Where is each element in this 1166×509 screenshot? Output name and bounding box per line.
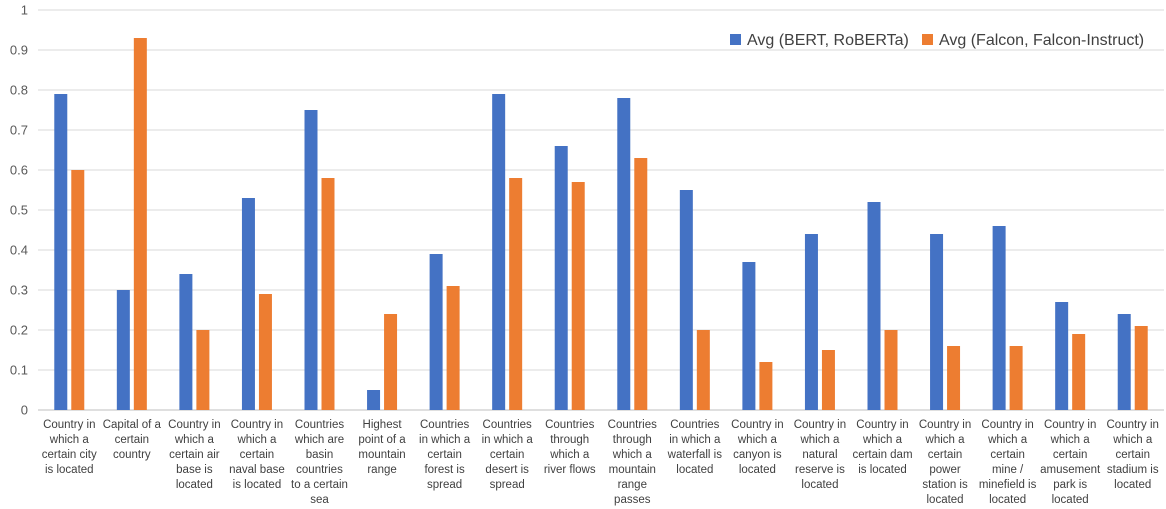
x-axis-category-labels: Country in which a certain city is locatedC… xyxy=(42,419,1159,506)
y-tick-label: 0.7 xyxy=(10,123,28,138)
bar-series-2 xyxy=(759,362,773,410)
bar-series-2 xyxy=(821,350,835,410)
x-category-label: Country in which a certain naval base is loc… xyxy=(229,419,285,491)
bar-series-2 xyxy=(133,38,147,410)
bars xyxy=(54,38,1148,410)
x-category-label: Countries which are basin countries to a cer… xyxy=(291,419,348,506)
bar-series-1 xyxy=(742,262,756,410)
bar-series-1 xyxy=(617,98,631,410)
bar-series-1 xyxy=(867,202,881,410)
legend-swatch-series-1 xyxy=(730,34,741,45)
x-category-label: Country in which a certain amusement park is… xyxy=(1040,419,1101,506)
bar-series-1 xyxy=(179,274,193,410)
x-category-label: Country in which a certain city is located xyxy=(42,419,97,476)
y-tick-label: 0 xyxy=(21,403,28,418)
x-category-label: Country in which a certain air base is locat… xyxy=(168,419,220,491)
x-category-label: Countries in which a waterfall is located xyxy=(667,419,723,476)
legend-label-series-2: Avg (Falcon, Falcon-Instruct) xyxy=(939,32,1144,49)
y-tick-label: 0.9 xyxy=(10,43,28,58)
x-category-label: Country in which a natural reserve is locate… xyxy=(794,419,846,491)
bar-series-2 xyxy=(71,170,85,410)
bar-series-2 xyxy=(258,294,272,410)
bar-series-2 xyxy=(696,330,710,410)
legend-label-series-1: Avg (BERT, RoBERTa) xyxy=(747,32,909,49)
y-tick-label: 0.5 xyxy=(10,203,28,218)
x-category-label: Countries through which a river flows xyxy=(544,419,596,476)
y-axis-tick-labels: 0 0.1 0.2 0.3 0.4 0.5 0.6 0.7 0.8 0.9 1 xyxy=(10,3,28,418)
bar-series-2 xyxy=(196,330,210,410)
y-tick-label: 0.6 xyxy=(10,163,28,178)
bar-series-1 xyxy=(992,226,1006,410)
bar-series-1 xyxy=(241,198,255,410)
legend: Avg (BERT, RoBERTa) Avg (Falcon, Falcon-… xyxy=(730,32,1144,49)
y-tick-label: 1 xyxy=(21,3,28,18)
bar-series-1 xyxy=(1117,314,1131,410)
bar-series-1 xyxy=(1055,302,1069,410)
bar-series-2 xyxy=(446,286,460,410)
bar-series-1 xyxy=(116,290,130,410)
y-tick-label: 0.2 xyxy=(10,323,28,338)
x-category-label: Highest point of a mountain range xyxy=(358,419,406,476)
bar-series-2 xyxy=(947,346,961,410)
bar-series-1 xyxy=(679,190,693,410)
bar-series-2 xyxy=(634,158,648,410)
bar-series-1 xyxy=(367,390,381,410)
bar-series-2 xyxy=(509,178,523,410)
x-category-label: Country in which a certain stadium is locate… xyxy=(1107,419,1159,491)
y-tick-label: 0.3 xyxy=(10,283,28,298)
bar-series-2 xyxy=(1009,346,1023,410)
bar-series-2 xyxy=(884,330,898,410)
x-category-label: Country in which a canyon is located xyxy=(731,419,783,476)
x-category-label: Country in which a certain dam is located xyxy=(852,419,912,476)
bar-series-2 xyxy=(384,314,398,410)
x-category-label: Country in which a certain mine / minefield … xyxy=(979,419,1037,506)
bar-series-1 xyxy=(492,94,506,410)
bar-series-1 xyxy=(804,234,818,410)
x-category-label: Countries in which a certain forest is sprea… xyxy=(419,419,471,491)
bar-series-2 xyxy=(1134,326,1148,410)
bar-series-1 xyxy=(54,94,68,410)
y-tick-label: 0.4 xyxy=(10,243,28,258)
legend-swatch-series-2 xyxy=(922,34,933,45)
x-category-label: Countries through which a mountain range pass… xyxy=(608,419,657,506)
y-tick-label: 0.1 xyxy=(10,363,28,378)
bar-series-1 xyxy=(304,110,318,410)
bar-series-1 xyxy=(554,146,568,410)
x-category-label: Capital of a certain country xyxy=(103,419,162,461)
y-tick-label: 0.8 xyxy=(10,83,28,98)
bar-series-2 xyxy=(1072,334,1086,410)
bar-series-1 xyxy=(930,234,944,410)
x-category-label: Countries in which a certain desert is sprea… xyxy=(482,419,534,491)
bar-series-1 xyxy=(429,254,443,410)
bar-series-2 xyxy=(321,178,335,410)
gridlines xyxy=(38,9,1164,411)
x-category-label: Country in which a certain power station is l… xyxy=(919,419,971,506)
bar-series-2 xyxy=(571,182,585,410)
